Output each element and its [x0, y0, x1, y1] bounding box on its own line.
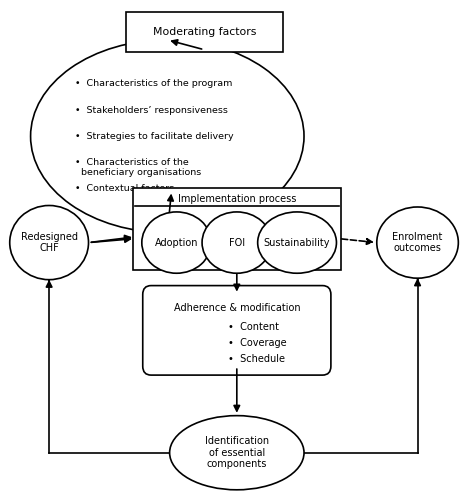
- Text: FOI: FOI: [229, 238, 245, 248]
- Text: •  Content: • Content: [227, 322, 279, 332]
- Ellipse shape: [202, 212, 272, 273]
- Ellipse shape: [30, 40, 304, 232]
- Text: •  Characteristics of the
  beneficiary organisations: • Characteristics of the beneficiary org…: [75, 158, 201, 178]
- Text: Implementation process: Implementation process: [178, 194, 296, 203]
- Text: Moderating factors: Moderating factors: [153, 27, 256, 37]
- Text: •  Coverage: • Coverage: [227, 338, 286, 348]
- Text: •  Contextual factors: • Contextual factors: [75, 184, 174, 193]
- Text: •  Schedule: • Schedule: [227, 354, 285, 364]
- Text: •  Strategies to facilitate delivery: • Strategies to facilitate delivery: [75, 132, 233, 141]
- Ellipse shape: [257, 212, 336, 273]
- Text: Identification
of essential
components: Identification of essential components: [205, 436, 269, 470]
- FancyBboxPatch shape: [133, 188, 341, 270]
- Ellipse shape: [142, 212, 212, 273]
- Text: Redesigned
CHF: Redesigned CHF: [21, 232, 78, 254]
- FancyBboxPatch shape: [143, 286, 331, 375]
- Ellipse shape: [377, 207, 458, 278]
- Ellipse shape: [170, 416, 304, 490]
- Text: Adherence & modification: Adherence & modification: [174, 304, 300, 314]
- Text: Sustainability: Sustainability: [264, 238, 330, 248]
- Text: •  Stakeholders’ responsiveness: • Stakeholders’ responsiveness: [75, 106, 227, 114]
- Ellipse shape: [10, 206, 89, 280]
- Text: Enrolment
outcomes: Enrolment outcomes: [393, 232, 443, 254]
- Text: •  Characteristics of the program: • Characteristics of the program: [75, 80, 232, 88]
- Text: Adoption: Adoption: [155, 238, 198, 248]
- FancyBboxPatch shape: [126, 12, 283, 52]
